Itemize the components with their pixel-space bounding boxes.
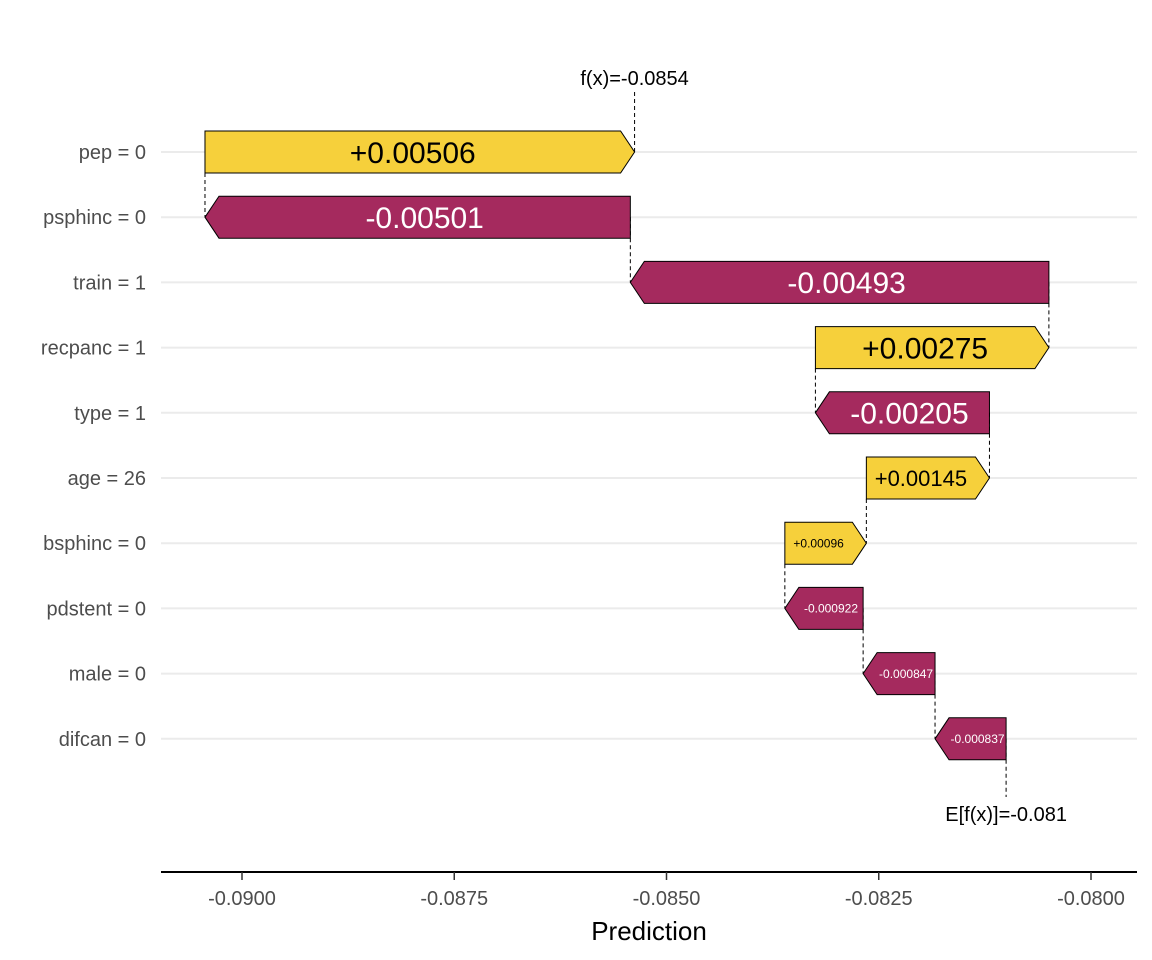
- final-value-label: f(x)=-0.0854: [580, 68, 688, 90]
- bar-value-label: +0.00275: [862, 332, 988, 365]
- bar-value-label: -0.000847: [879, 667, 933, 681]
- x-tick-label: -0.0800: [1057, 888, 1125, 910]
- x-axis: -0.0900 -0.0875 -0.0850 -0.0825 -0.0800: [161, 871, 1137, 910]
- y-tick-label: age = 26: [68, 468, 146, 490]
- y-tick-label: male = 0: [69, 664, 146, 686]
- x-tick-label: -0.0825: [845, 888, 913, 910]
- y-tick-label: train = 1: [73, 272, 146, 294]
- y-tick-label: recpanc = 1: [41, 338, 146, 360]
- negative-bar: [862, 652, 936, 696]
- negative-bar: [934, 717, 1007, 761]
- bar-value-label: -0.000837: [951, 732, 1005, 746]
- bar-value-label: +0.00096: [793, 537, 844, 551]
- bar-value-label: -0.00493: [787, 267, 905, 300]
- bar-value-label: -0.00501: [365, 202, 483, 235]
- y-axis-labels: pep = 0 psphinc = 0 train = 1 recpanc = 1 ty…: [41, 142, 146, 751]
- bars: +0.00506 -0.00501 -0.00493 +0.00275 -0.00205…: [204, 130, 1050, 761]
- y-tick-label: pep = 0: [79, 142, 146, 164]
- bar-value-label: -0.000922: [804, 602, 858, 616]
- negative-bar: [814, 391, 990, 435]
- bar-value-label: +0.00506: [350, 137, 476, 170]
- bar-value-label: -0.00205: [850, 398, 968, 431]
- bar-value-label: +0.00145: [875, 466, 967, 491]
- negative-bar: [784, 586, 864, 630]
- base-value-label: E[f(x)]=-0.081: [945, 804, 1067, 826]
- x-tick-label: -0.0850: [633, 888, 701, 910]
- x-tick-label: -0.0900: [208, 888, 276, 910]
- y-tick-label: pdstent = 0: [46, 598, 146, 620]
- positive-bar: [784, 521, 867, 565]
- y-tick-label: psphinc = 0: [43, 207, 146, 229]
- negative-bar: [629, 260, 1050, 304]
- gridlines: [161, 151, 1137, 740]
- x-axis-title: Prediction: [591, 916, 707, 946]
- y-tick-label: type = 1: [74, 403, 146, 425]
- positive-bar: [865, 456, 991, 500]
- y-tick-label: difcan = 0: [59, 729, 146, 751]
- negative-bar: [204, 195, 631, 239]
- positive-bar: [204, 130, 636, 174]
- y-tick-label: bsphinc = 0: [43, 533, 146, 555]
- x-tick-label: -0.0875: [420, 888, 488, 910]
- positive-bar: [814, 326, 1050, 370]
